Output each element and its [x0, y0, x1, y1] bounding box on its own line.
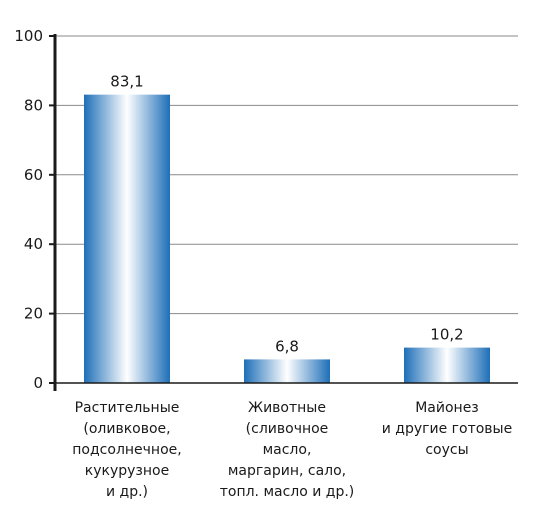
category-label-1: (оливковое, — [83, 421, 170, 437]
category-label-3: и другие готовые — [382, 421, 512, 437]
bar-3 — [404, 347, 490, 383]
y-tick-label: 60 — [24, 166, 43, 184]
y-tick-label: 0 — [33, 374, 43, 392]
category-label-3: соусы — [425, 442, 468, 458]
bars — [84, 94, 490, 383]
category-label-2: топл. масло и др.) — [220, 484, 355, 500]
labels: 0 20 40 60 80 100 83,1 Растительные (оливковое, п… — [14, 27, 512, 500]
category-label-1: и др.) — [106, 484, 148, 500]
category-label-2: (сливочное — [246, 421, 329, 437]
y-tick-label: 80 — [24, 96, 43, 114]
category-label-1: кукурузное — [85, 463, 169, 479]
category-label-3: Майонез — [415, 400, 479, 416]
category-label-2: маргарин, сало, — [228, 463, 346, 479]
data-label-2: 6,8 — [275, 337, 299, 355]
category-label-2: масло, — [263, 442, 312, 458]
category-label-2: Животные — [248, 400, 326, 416]
category-label-1: подсолнечное, — [72, 442, 181, 458]
bar-2 — [244, 359, 330, 383]
y-tick-label: 100 — [14, 27, 43, 45]
y-tick-label: 40 — [24, 235, 43, 253]
category-label-1: Растительные — [75, 400, 180, 416]
axes — [49, 34, 518, 391]
data-label-3: 10,2 — [430, 326, 463, 344]
bar-1 — [84, 94, 170, 383]
y-tick-label: 20 — [24, 305, 43, 323]
data-label-1: 83,1 — [110, 73, 143, 91]
